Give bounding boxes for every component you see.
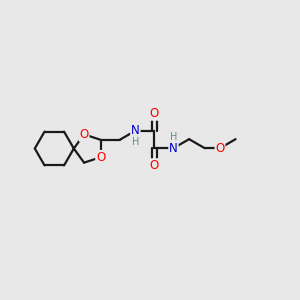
Text: H: H [170, 132, 177, 142]
Text: H: H [132, 137, 139, 147]
Text: O: O [215, 142, 225, 155]
Text: O: O [96, 151, 105, 164]
Text: O: O [80, 128, 89, 141]
Text: O: O [150, 107, 159, 120]
Text: O: O [150, 159, 159, 172]
Text: N: N [169, 142, 178, 155]
Text: N: N [131, 124, 140, 137]
